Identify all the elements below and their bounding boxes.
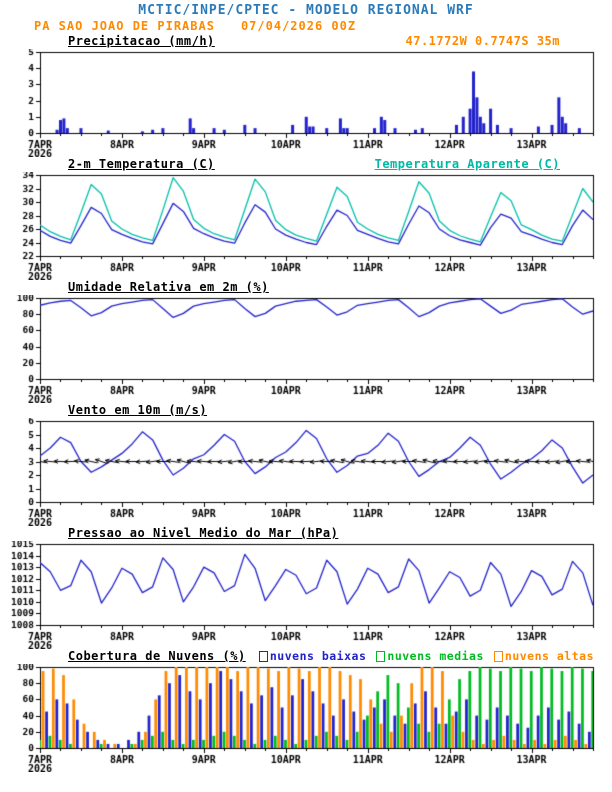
legend-square-mid-clouds: [376, 651, 386, 662]
panel-pressure: Pressao ao Nivel Medio do Mar (hPa): [0, 526, 612, 649]
humidity-title: Umidade Relativa em 2m (%): [68, 280, 269, 294]
temperature-title: 2-m Temperatura (C): [68, 157, 215, 171]
header: MCTIC/INPE/CPTEC - MODELO REGIONAL WRF P…: [0, 0, 612, 34]
clouds-chart: [0, 664, 612, 772]
temperature-chart: [0, 172, 612, 280]
panel-precipitation: Precipitacao (mm/h) 47.1772W 0.7747S 35m: [0, 34, 612, 157]
precipitation-header: Precipitacao (mm/h) 47.1772W 0.7747S 35m: [0, 34, 612, 49]
wind-header: Vento em 10m (m/s): [0, 403, 612, 418]
temperature-header: 2-m Temperatura (C) Temperatura Aparente…: [0, 157, 612, 172]
humidity-header: Umidade Relativa em 2m (%): [0, 280, 612, 295]
legend-label-mid-clouds: nuvens medias: [387, 649, 484, 663]
pressure-title: Pressao ao Nivel Medio do Mar (hPa): [68, 526, 339, 540]
wind-chart: [0, 418, 612, 526]
legend-item-high-clouds: nuvens altas: [493, 649, 594, 664]
legend-item-mid-clouds: nuvens medias: [376, 649, 484, 664]
run-datetime: 07/04/2026 00Z: [240, 19, 357, 33]
panel-humidity: Umidade Relativa em 2m (%): [0, 280, 612, 403]
page-title: MCTIC/INPE/CPTEC - MODELO REGIONAL WRF: [138, 3, 474, 18]
pressure-chart: [0, 541, 612, 649]
humidity-chart: [0, 295, 612, 403]
legend-item-low-clouds: nuvens baixas: [258, 649, 367, 664]
station-coordinates: 47.1772W 0.7747S 35m: [405, 34, 560, 48]
clouds-header: Cobertura de Nuvens (%) nuvens baixas nu…: [0, 649, 612, 664]
legend-label-high-clouds: nuvens altas: [504, 649, 594, 663]
pressure-header: Pressao ao Nivel Medio do Mar (hPa): [0, 526, 612, 541]
precipitation-chart: [0, 49, 612, 157]
legend-label-low-clouds: nuvens baixas: [269, 649, 367, 663]
legend-square-high-clouds: [493, 651, 503, 662]
legend-square-low-clouds: [258, 651, 268, 662]
wind-title: Vento em 10m (m/s): [68, 403, 208, 417]
precipitation-title: Precipitacao (mm/h): [68, 34, 215, 48]
panel-temperature: 2-m Temperatura (C) Temperatura Aparente…: [0, 157, 612, 280]
apparent-temperature-title: Temperatura Aparente (C): [374, 157, 560, 171]
panel-wind: Vento em 10m (m/s): [0, 403, 612, 526]
clouds-legend: nuvens baixas nuvens medias nuvens altas: [258, 649, 594, 664]
page-subtitle: PA SAO JOAO DE PIRABAS 07/04/2026 00Z: [34, 19, 612, 34]
station-name: PA SAO JOAO DE PIRABAS: [34, 19, 215, 33]
clouds-title: Cobertura de Nuvens (%): [68, 649, 246, 663]
panel-clouds: Cobertura de Nuvens (%) nuvens baixas nu…: [0, 649, 612, 772]
